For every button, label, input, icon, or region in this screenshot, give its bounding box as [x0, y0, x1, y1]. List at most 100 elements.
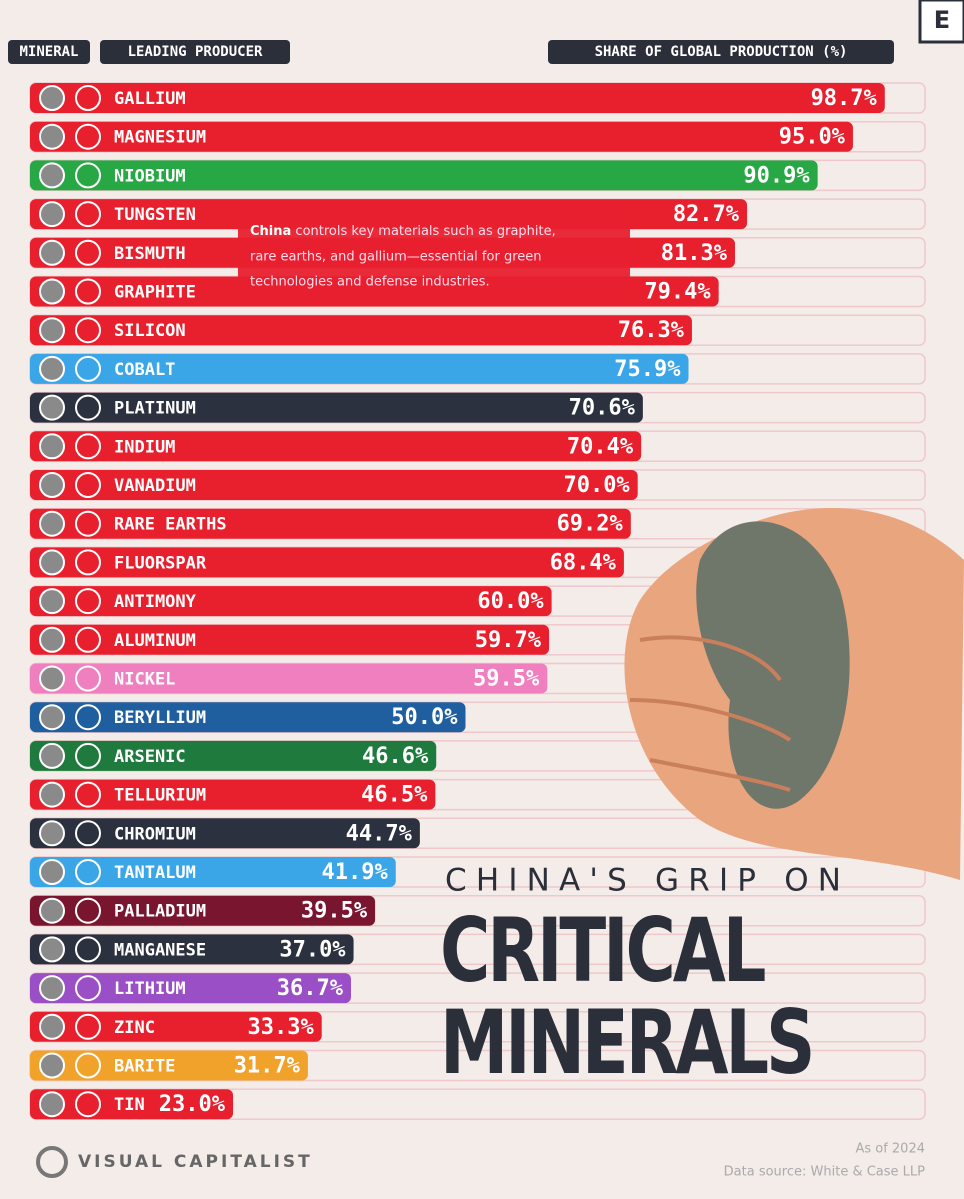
flag-icon [75, 588, 101, 615]
mineral-icon [39, 201, 65, 228]
mineral-icon [39, 433, 65, 460]
bar [30, 818, 420, 849]
category-label: COBALT [114, 360, 175, 380]
category-label: GALLIUM [114, 89, 186, 109]
category-label: ARSENIC [114, 747, 186, 767]
bar [30, 1011, 322, 1042]
value-label: 46.5% [361, 783, 428, 808]
value-label: 39.5% [301, 899, 368, 924]
flag-icon [75, 472, 101, 498]
value-label: 33.3% [247, 1015, 314, 1040]
mineral-icon [39, 85, 65, 111]
category-label: INDIUM [114, 437, 175, 457]
mineral-icon [39, 123, 65, 150]
value-label: 98.7% [811, 86, 878, 111]
bar [30, 121, 853, 152]
value-label: 90.9% [743, 163, 810, 188]
mineral-icon [39, 859, 65, 885]
bar [30, 392, 643, 423]
brand: VISUAL CAPITALIST [78, 1152, 313, 1172]
flag-icon [75, 433, 101, 460]
logo-box [918, 0, 964, 44]
mineral-icon [39, 588, 65, 615]
mineral-icon [39, 355, 65, 382]
annotation-box: China controls key materials such as gra… [238, 210, 630, 302]
bar [30, 740, 437, 771]
flag-icon [75, 820, 101, 847]
flag-icon [75, 201, 101, 228]
category-label: MAGNESIUM [114, 128, 206, 148]
bar [30, 470, 638, 500]
category-label: ANTIMONY [114, 592, 197, 612]
chart-title: CHINA'S GRIP ON [445, 863, 845, 899]
value-label: 69.2% [557, 512, 624, 537]
mineral-icon [39, 549, 65, 576]
flag-icon [75, 123, 101, 150]
flag-icon [75, 781, 101, 808]
mineral-icon [39, 897, 65, 924]
bar [30, 934, 354, 965]
flag-icon [75, 355, 101, 382]
header-box [548, 40, 894, 64]
mineral-icon [39, 820, 65, 847]
value-label: 76.3% [618, 318, 685, 343]
mineral-icon [39, 317, 65, 344]
header-box [8, 40, 90, 64]
bar [30, 895, 376, 926]
value-label: 70.0% [563, 473, 630, 498]
flag-icon [75, 549, 101, 576]
category-label: TIN [114, 1095, 145, 1115]
flag-icon [75, 626, 101, 653]
category-label: TELLURIUM [114, 786, 206, 806]
category-label: PLATINUM [114, 399, 196, 419]
bar [30, 857, 396, 887]
flag-icon [75, 510, 101, 537]
flag-icon [75, 665, 101, 692]
mineral-icon [39, 239, 65, 266]
header-box [100, 40, 290, 64]
bar [30, 160, 818, 191]
category-label: BISMUTH [114, 244, 186, 264]
value-label: 37.0% [279, 937, 346, 962]
annotation-bold: China [250, 224, 291, 239]
column-header: MINERAL [19, 44, 78, 60]
flag-icon [75, 1013, 101, 1040]
value-label: 50.0% [391, 705, 458, 730]
bar [30, 779, 436, 810]
hand-illustration [624, 508, 964, 880]
flag-icon [75, 936, 101, 963]
category-label: RARE EARTHS [114, 515, 227, 535]
value-label: 70.6% [569, 396, 636, 421]
value-label: 46.6% [362, 744, 429, 769]
flag-icon [75, 859, 101, 885]
category-label: BARITE [114, 1057, 175, 1077]
mineral-icon [39, 162, 65, 189]
value-label: 44.7% [346, 821, 413, 846]
bar [30, 431, 642, 462]
bar [30, 547, 624, 578]
category-label: VANADIUM [114, 476, 196, 496]
mineral-icon [39, 742, 65, 769]
flag-icon [75, 897, 101, 924]
value-label: 36.7% [277, 976, 344, 1001]
bar [30, 973, 351, 1004]
mineral-icon [39, 936, 65, 963]
category-label: SILICON [114, 321, 186, 341]
column-header: SHARE OF GLOBAL PRODUCTION (%) [595, 44, 848, 60]
value-label: 59.7% [475, 628, 542, 653]
mineral-icon [39, 665, 65, 692]
bar [30, 586, 552, 617]
flag-icon [75, 394, 101, 421]
category-label: ALUMINUM [114, 631, 196, 651]
annotation: China controls key materials such as gra… [250, 224, 556, 239]
annotation-bg [238, 210, 630, 302]
category-label: NIOBIUM [114, 166, 186, 186]
chart-title-main: CRITICAL MINERALS [440, 905, 815, 1094]
bar [30, 83, 885, 113]
mineral-icon [39, 975, 65, 1002]
value-label: 41.9% [322, 860, 389, 885]
flag-icon [75, 239, 101, 266]
category-label: TUNGSTEN [114, 205, 196, 225]
value-label: 79.4% [644, 280, 711, 305]
bar [30, 1050, 308, 1081]
